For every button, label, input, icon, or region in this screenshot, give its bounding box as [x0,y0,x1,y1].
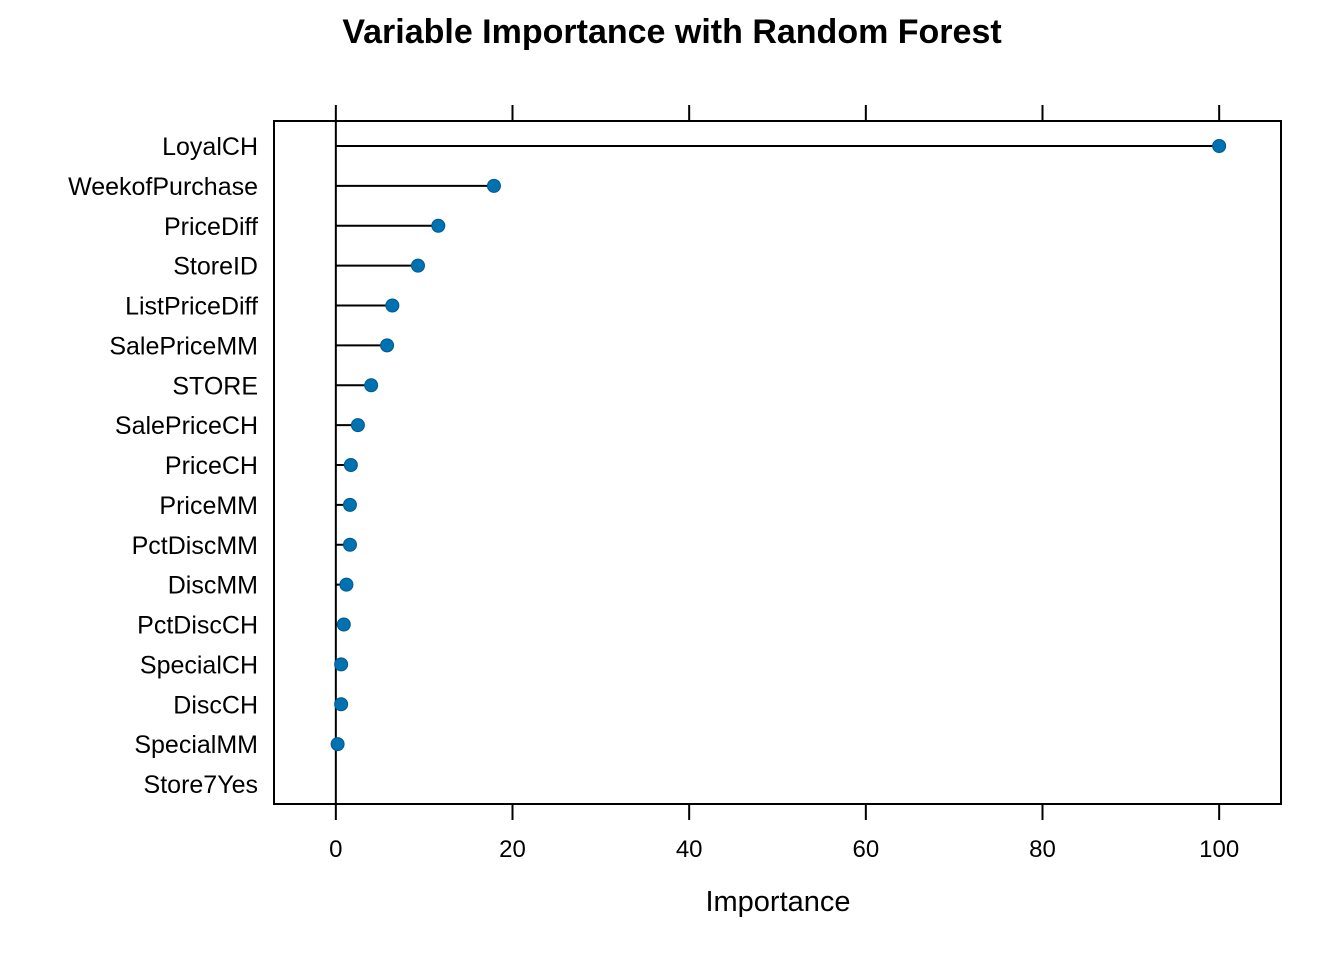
importance-point [380,338,395,353]
x-axis-title: Importance [705,886,850,918]
x-tick-label: 80 [1029,836,1056,863]
category-label: SalePriceCH [115,412,258,440]
x-tick-label: 100 [1199,836,1239,863]
importance-point [364,378,379,393]
category-label: LoyalCH [162,133,258,161]
chart-title: Variable Importance with Random Forest [342,13,1001,51]
category-label: SpecialCH [140,651,258,679]
category-label: ListPriceDiff [125,293,258,321]
category-label: SpecialMM [134,731,258,759]
x-tick-label: 0 [329,836,342,863]
importance-point [486,178,501,193]
importance-point [431,218,446,233]
category-label: StoreID [173,253,258,281]
importance-point [342,497,357,512]
category-label: PctDiscMM [132,532,258,560]
importance-point [339,577,354,592]
importance-point [385,298,400,313]
importance-point [350,418,365,433]
importance-point [342,537,357,552]
importance-point [336,617,351,632]
category-label: Store7Yes [144,771,258,799]
importance-point [410,258,425,273]
x-tick-label: 40 [676,836,703,863]
importance-point [334,657,349,672]
category-label: DiscCH [173,691,258,719]
category-labels: LoyalCH WeekofPurchase PriceDiff StoreID Lis… [68,133,258,799]
lollipop-stems [335,145,1220,746]
plot-frame [273,120,1282,805]
category-label: WeekofPurchase [68,173,258,201]
category-label: PriceMM [159,492,258,520]
category-label: PriceCH [165,452,258,480]
category-label: PctDiscCH [137,612,258,640]
top-axis-ticks [334,105,1221,121]
importance-point [343,458,358,472]
x-tick-label: 60 [852,836,879,863]
importance-point [1212,139,1227,153]
lollipop-points [330,139,1227,752]
x-tick-label: 20 [499,836,526,863]
x-tick-labels: 0 20 40 60 80 100 [329,836,1239,863]
category-label: SalePriceMM [109,332,258,360]
bottom-axis-ticks [334,804,1221,820]
importance-point [334,697,349,712]
category-label: DiscMM [168,572,258,600]
importance-point [330,737,345,752]
category-label: PriceDiff [164,213,258,241]
category-label: STORE [172,372,258,400]
